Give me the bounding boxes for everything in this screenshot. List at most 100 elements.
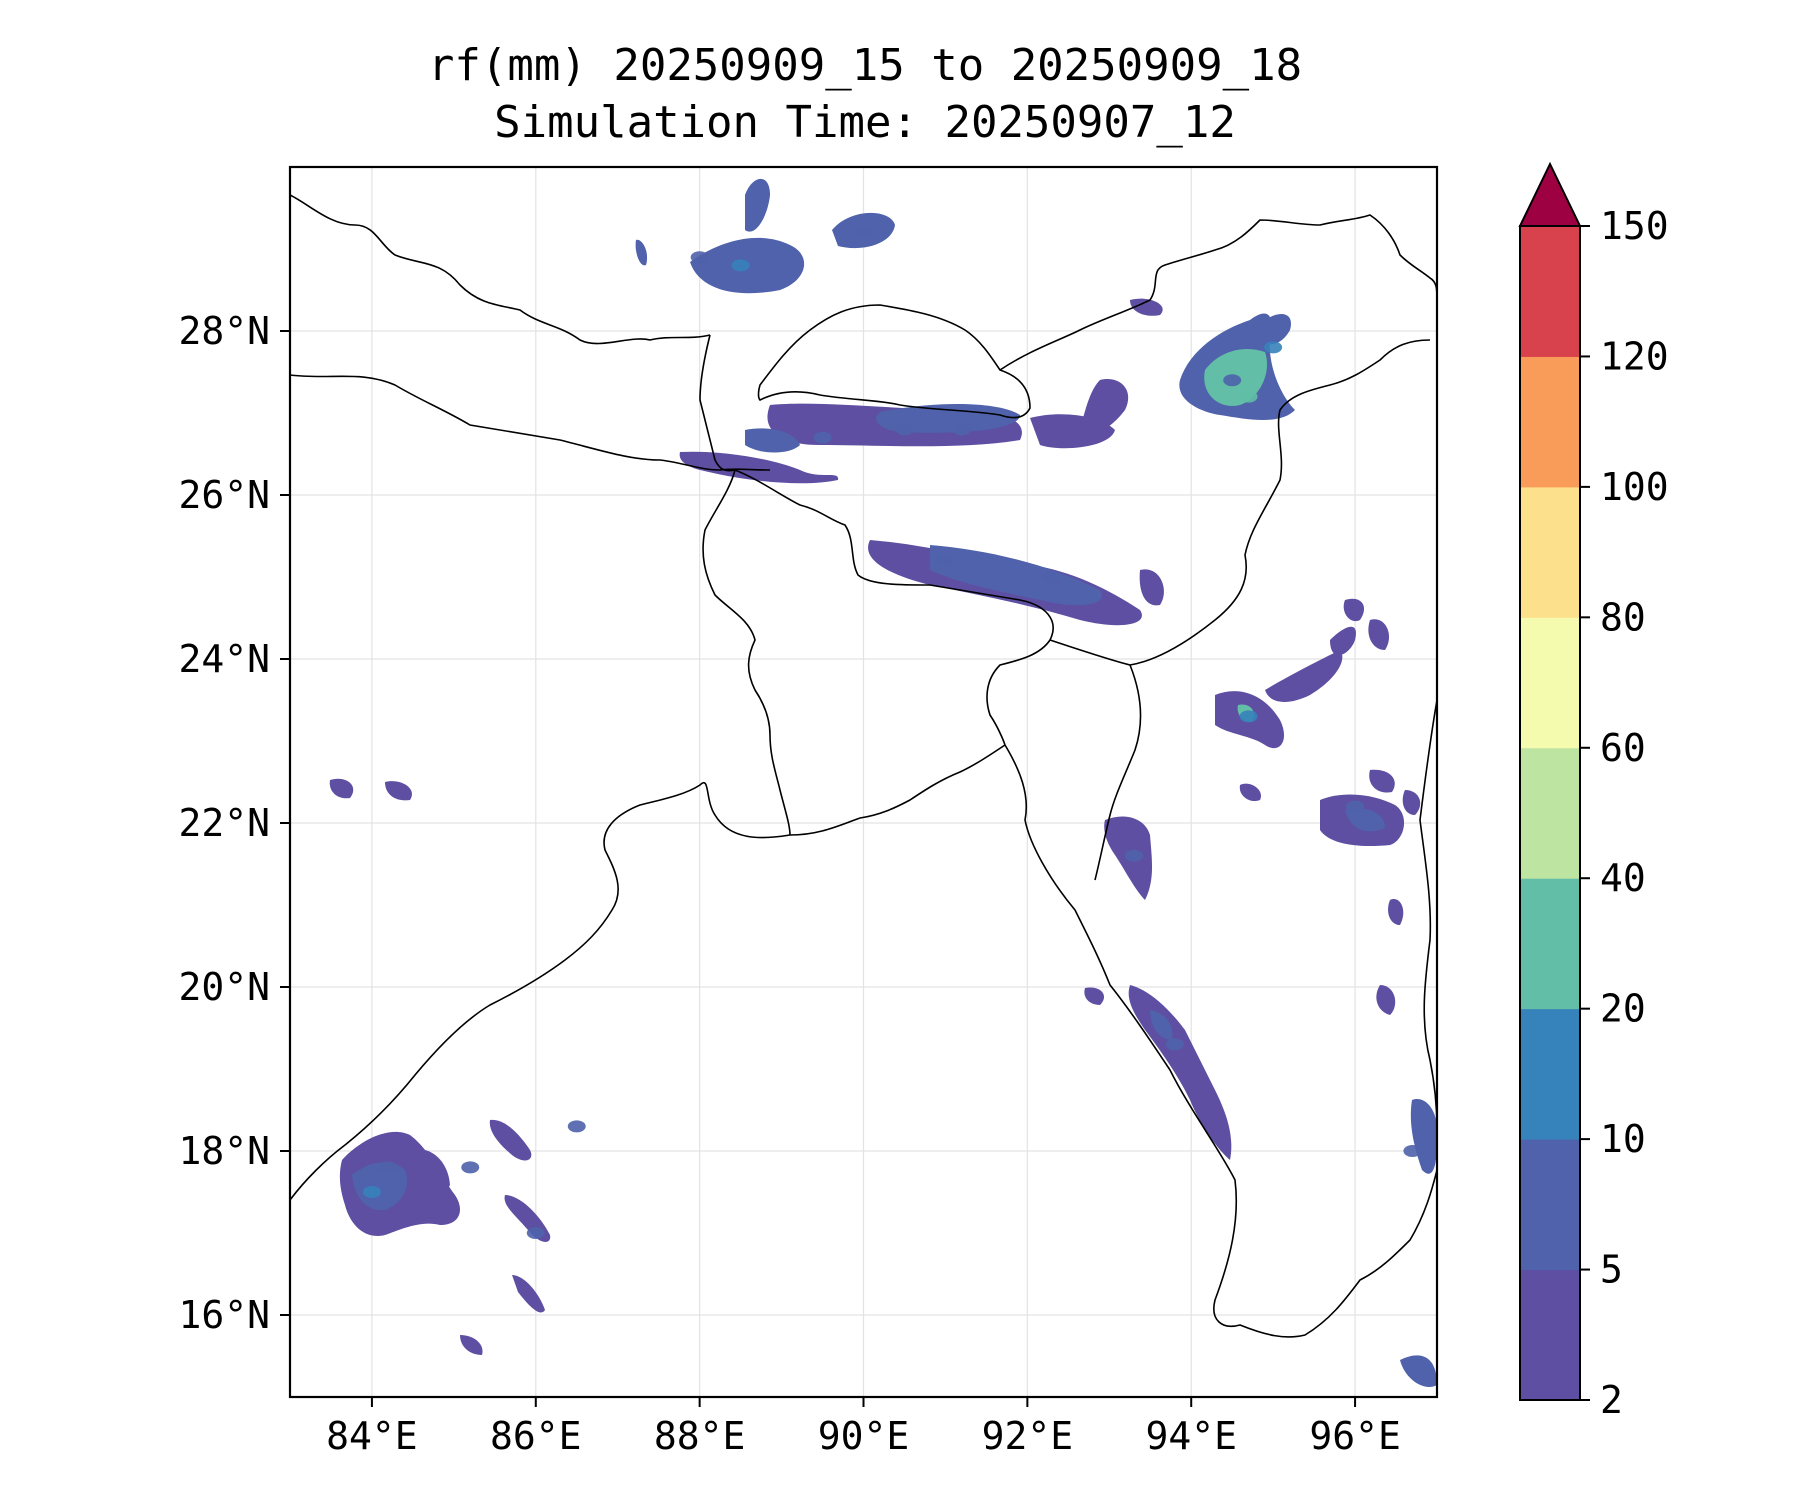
rain-cell (1403, 1145, 1422, 1157)
rain-cell (1239, 390, 1258, 403)
rain-cell (1042, 571, 1061, 583)
map-panel: 84°E 86°E 88°E 90°E 92°E 94°E 96°E 16°N 18°N 20°N… (178, 165, 1439, 1458)
rain-patch (1330, 626, 1356, 656)
rain-patch (1376, 985, 1396, 1015)
rain-cell (526, 1227, 545, 1239)
lon-tick-label: 88°E (654, 1414, 746, 1458)
rain-patch (1080, 379, 1129, 434)
rain-patch (1343, 598, 1365, 622)
colorbar-tick-label: 150 (1600, 204, 1669, 248)
axis-ticks: 84°E 86°E 88°E 90°E 92°E 94°E 96°E 16°N 18°N 20°N… (178, 309, 1400, 1458)
rain-cell (567, 1120, 586, 1133)
coastline-bangladesh-myanmar (1004, 744, 1437, 1338)
colorbar-tick-label: 2 (1600, 1378, 1623, 1422)
border-india-myanmar-north (1129, 339, 1431, 666)
lon-tick-label: 84°E (326, 1414, 418, 1458)
rain-cell (854, 226, 873, 239)
lat-tick-label: 16°N (178, 1293, 270, 1337)
colorbar-bin (1520, 1139, 1580, 1271)
lon-tick-label: 92°E (982, 1414, 1074, 1458)
colorbar-tick-label: 10 (1600, 1117, 1646, 1161)
border-india-myanmar (1049, 639, 1142, 881)
rain-patch (489, 1119, 532, 1161)
colorbar-tick-label: 120 (1600, 334, 1669, 378)
border-nepal-tibet (290, 194, 711, 345)
rain-patch (1128, 985, 1232, 1160)
rain-patch (1368, 619, 1390, 650)
rain-patch (1369, 769, 1395, 793)
rain-cell (1124, 849, 1143, 862)
lon-tick-label: 94°E (1145, 1414, 1237, 1458)
rain-cell (461, 1161, 480, 1174)
border-sikkim-west (699, 334, 736, 472)
rain-patch (1388, 899, 1404, 925)
rain-patch (745, 178, 770, 232)
lat-tick-label: 24°N (178, 637, 270, 681)
colorbar: 2 5 10 20 40 60 80 100 120 150 (1518, 161, 1669, 1422)
rain-patch (410, 1149, 450, 1190)
lat-tick-label: 18°N (178, 1129, 270, 1173)
rain-cell (1223, 374, 1242, 387)
rain-patch (352, 1162, 408, 1211)
rain-cell (731, 259, 750, 272)
rain-patch (745, 428, 800, 453)
lat-tick-label: 26°N (178, 473, 270, 517)
rain-patch (1260, 314, 1291, 345)
rain-cell (1346, 800, 1365, 813)
rain-patch (512, 1275, 545, 1313)
rainfall-field (329, 178, 1437, 1388)
colorbar-bin (1520, 1269, 1580, 1401)
colorbar-tick-label: 20 (1600, 987, 1646, 1031)
rain-patch (679, 451, 839, 484)
colorbar-tick-label: 100 (1600, 465, 1669, 509)
colorbar-tick-label: 60 (1600, 726, 1646, 770)
colorbar-bin (1520, 356, 1580, 488)
coastlines-and-borders (290, 194, 1437, 1338)
colorbar-bin (1520, 878, 1580, 1010)
lon-tick-label: 96°E (1309, 1414, 1401, 1458)
colorbar-tick-label: 5 (1600, 1248, 1623, 1292)
rain-patch (1402, 790, 1421, 815)
colorbar-bin (1520, 617, 1580, 749)
rain-patch (1400, 1355, 1437, 1388)
rain-cell (936, 554, 955, 567)
rain-patch (1150, 1010, 1173, 1040)
rain-cell (379, 1161, 398, 1174)
rain-cell (690, 251, 709, 264)
rain-patch (385, 781, 412, 801)
rain-cell (1239, 710, 1258, 723)
colorbar-bin (1520, 747, 1580, 879)
border-bangladesh-west (702, 469, 791, 836)
rain-cell (1165, 1038, 1184, 1051)
rain-patch (876, 404, 1020, 433)
border-bangladesh (734, 469, 1054, 746)
rain-patch (460, 1335, 483, 1355)
colorbar-tick-label: 40 (1600, 856, 1646, 900)
lon-tick-label: 90°E (818, 1414, 910, 1458)
lat-tick-label: 22°N (178, 801, 270, 845)
rain-cell (1264, 341, 1283, 354)
colorbar-frame (1519, 225, 1581, 1401)
colorbar-bin (1520, 486, 1580, 618)
colorbar-bin (1520, 226, 1580, 357)
rain-patch (1265, 650, 1343, 702)
border-myanmar-thailand (1419, 699, 1437, 1131)
lat-tick-label: 20°N (178, 965, 270, 1009)
border-china-arunachal (999, 214, 1437, 371)
rain-patch (930, 545, 1102, 606)
lat-tick-label: 28°N (178, 309, 270, 353)
rain-cell (952, 423, 971, 436)
rain-cell (895, 423, 914, 436)
rain-patch (1345, 808, 1385, 832)
rain-cell (362, 1186, 381, 1198)
border-nepal-india (290, 374, 771, 471)
rain-patch (1139, 569, 1164, 606)
map-title-line-2: Simulation Time: 20250907_12 (494, 97, 1236, 148)
colorbar-extend-arrow (1518, 161, 1582, 227)
map-title-line-1: rf(mm) 20250909_15 to 20250909_18 (427, 40, 1303, 91)
rain-patch (635, 239, 648, 266)
rain-patch (1239, 783, 1261, 802)
rain-patch (1084, 987, 1105, 1005)
colorbar-bin (1520, 1008, 1580, 1140)
